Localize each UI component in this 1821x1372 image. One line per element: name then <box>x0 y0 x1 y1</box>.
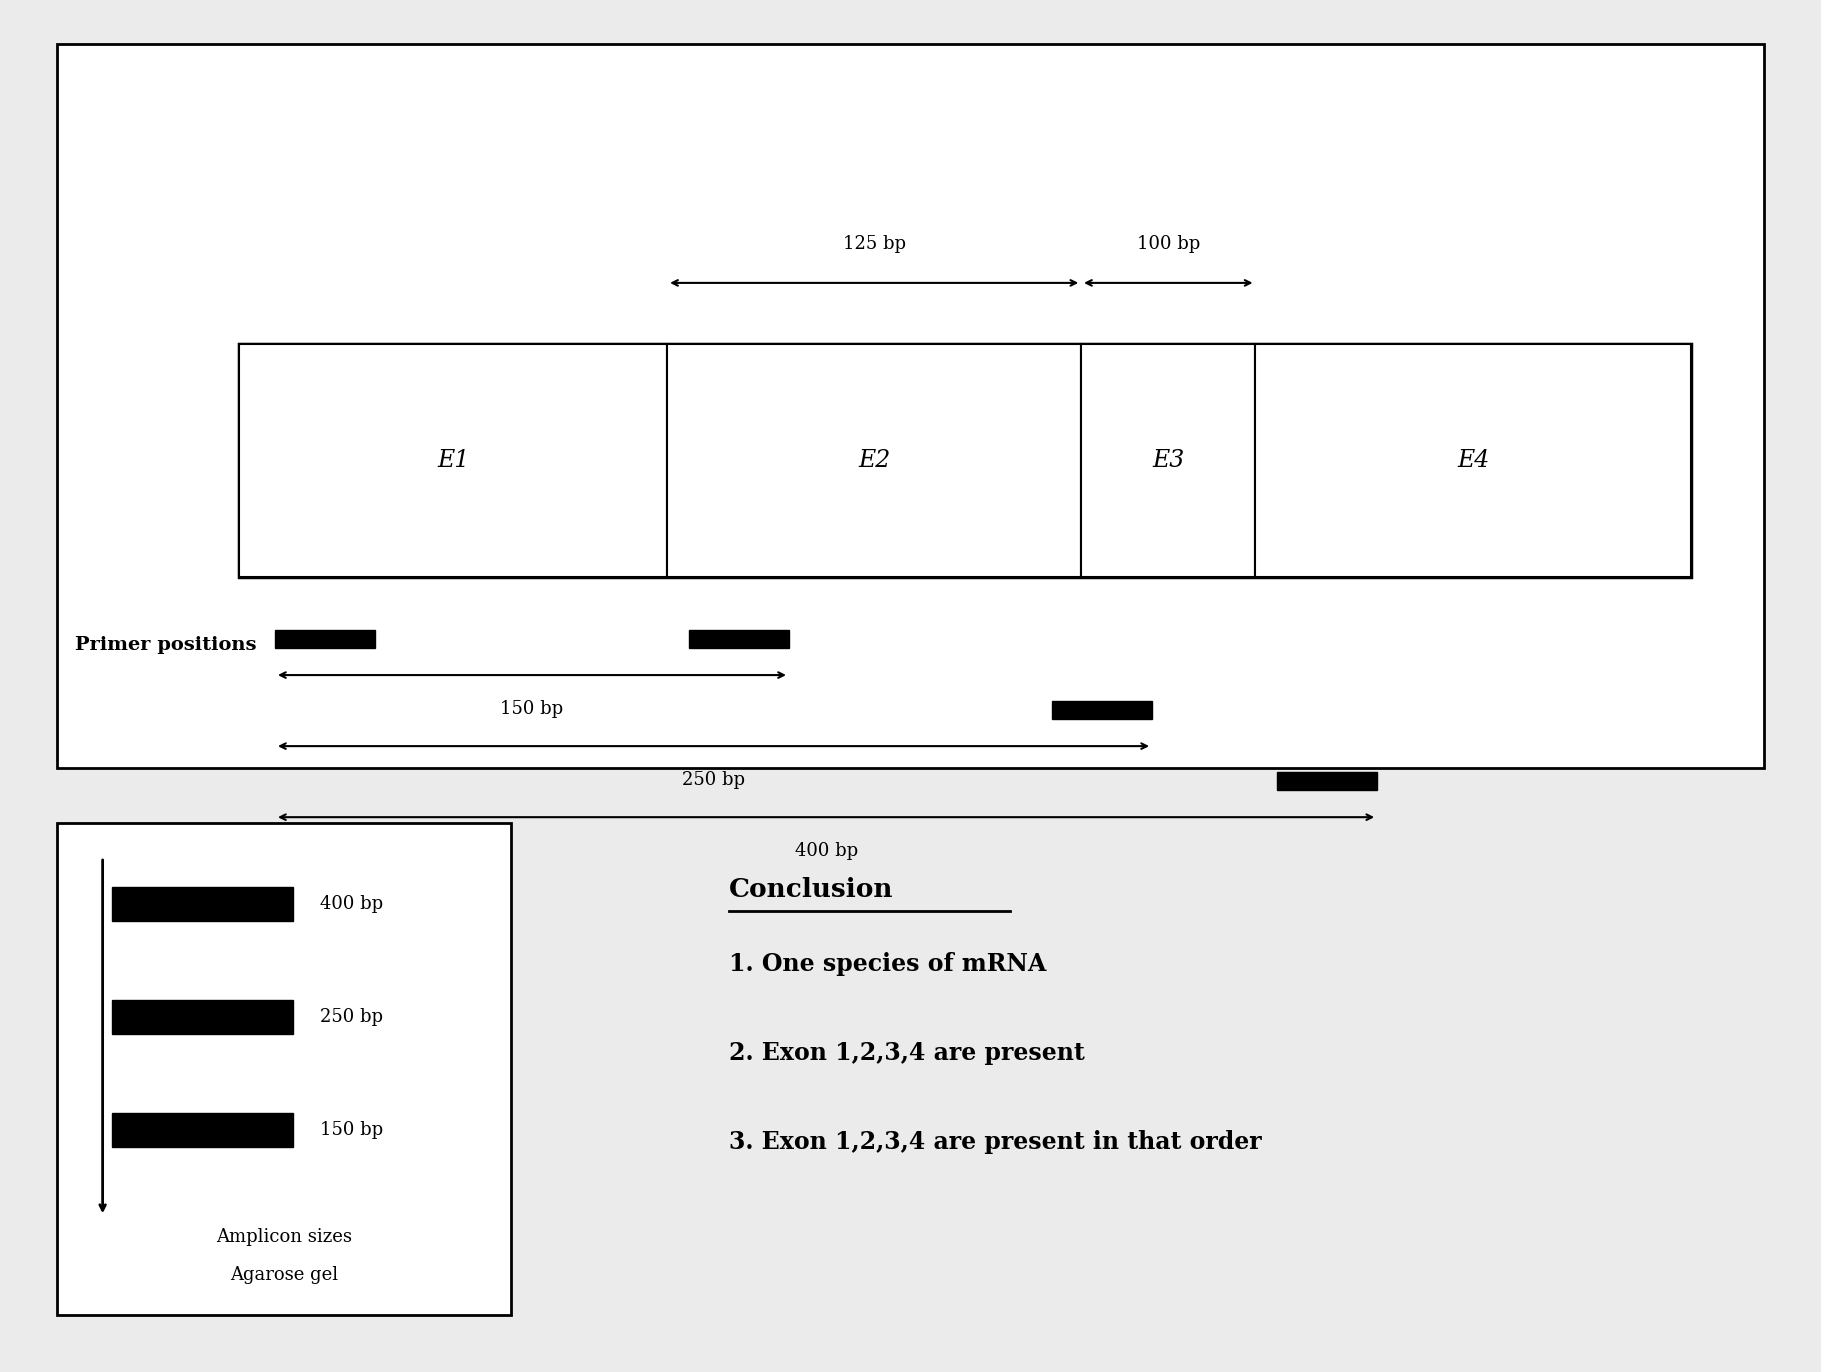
Text: 125 bp: 125 bp <box>843 235 905 252</box>
Text: 150 bp: 150 bp <box>501 700 563 718</box>
Bar <box>56 823 512 1314</box>
Text: 100 bp: 100 bp <box>1136 235 1200 252</box>
Text: E1: E1 <box>437 449 470 472</box>
Text: E2: E2 <box>858 449 890 472</box>
Text: Agarose gel: Agarose gel <box>229 1266 339 1284</box>
Text: 150 bp: 150 bp <box>320 1121 384 1139</box>
Bar <box>688 630 788 648</box>
Text: Amplicon sizes: Amplicon sizes <box>217 1228 351 1246</box>
Bar <box>111 1000 293 1034</box>
Text: E3: E3 <box>1153 449 1184 472</box>
Bar <box>666 344 1082 576</box>
Text: Primer positions: Primer positions <box>75 637 257 654</box>
Bar <box>1082 344 1255 576</box>
Text: 400 bp: 400 bp <box>320 895 384 912</box>
Text: 400 bp: 400 bp <box>794 842 858 860</box>
Bar <box>239 344 666 576</box>
Text: 1. One species of mRNA: 1. One species of mRNA <box>728 952 1047 977</box>
Bar <box>1053 701 1153 719</box>
Text: 2. Exon 1,2,3,4 are present: 2. Exon 1,2,3,4 are present <box>728 1041 1085 1065</box>
Bar <box>1277 772 1377 790</box>
Bar <box>111 886 293 921</box>
Bar <box>56 44 1765 768</box>
Text: 3. Exon 1,2,3,4 are present in that order: 3. Exon 1,2,3,4 are present in that orde… <box>728 1131 1262 1154</box>
Text: 250 bp: 250 bp <box>683 771 745 789</box>
Bar <box>111 1113 293 1147</box>
Text: E4: E4 <box>1457 449 1490 472</box>
Bar <box>275 630 375 648</box>
Text: Conclusion: Conclusion <box>728 877 894 903</box>
Bar <box>239 344 1692 576</box>
Text: 250 bp: 250 bp <box>320 1008 384 1026</box>
Bar <box>1255 344 1692 576</box>
